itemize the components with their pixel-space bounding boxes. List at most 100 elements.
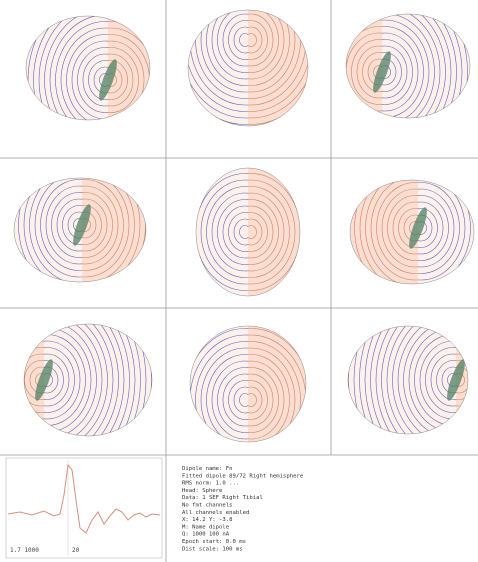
contour <box>82 178 135 282</box>
contour <box>228 212 248 252</box>
contour <box>211 192 248 272</box>
head-outline <box>347 325 469 435</box>
contour <box>108 21 150 120</box>
dipole-band <box>409 207 427 249</box>
dipole-band <box>73 204 91 246</box>
contour <box>382 14 435 118</box>
trace-panel: 1.7 1000 20 <box>5 457 163 559</box>
contour <box>44 324 141 436</box>
contour-set <box>382 14 470 118</box>
contour <box>346 32 382 112</box>
contour <box>436 360 456 400</box>
contour <box>382 52 402 92</box>
info-line: Dist scale: 100 ms <box>182 546 243 552</box>
contour <box>195 341 248 442</box>
info-line: Data: 1 SEF Right Tibial <box>182 495 263 501</box>
contour <box>108 53 134 107</box>
contour <box>382 14 468 118</box>
contour <box>82 205 102 245</box>
contour <box>200 179 248 285</box>
contour <box>44 324 108 436</box>
trace-frame <box>5 457 163 559</box>
contour <box>248 386 263 414</box>
head-fill <box>196 168 300 296</box>
contour <box>82 53 108 107</box>
contour <box>418 180 471 284</box>
contour <box>44 324 136 436</box>
contour <box>382 14 457 118</box>
contour <box>382 19 430 118</box>
contour <box>248 218 263 246</box>
contour <box>233 218 248 246</box>
contour <box>44 347 75 413</box>
contour <box>44 324 147 436</box>
contour <box>248 199 279 265</box>
contour <box>382 45 408 99</box>
contour <box>364 326 456 434</box>
contour <box>200 10 248 93</box>
contour <box>44 324 152 436</box>
contour <box>418 201 444 255</box>
contour <box>356 45 382 99</box>
contour <box>18 178 82 282</box>
contour <box>353 326 456 434</box>
contour <box>248 10 290 86</box>
contour <box>370 326 456 434</box>
contour <box>382 32 419 112</box>
contour <box>354 180 418 284</box>
contour <box>375 326 456 434</box>
info-line: Q: 1000 100 nA <box>182 532 230 538</box>
contour <box>33 16 108 120</box>
contour <box>82 178 130 278</box>
head-outline <box>25 15 151 121</box>
contour <box>248 341 301 442</box>
contour <box>29 178 82 282</box>
contour <box>228 380 248 420</box>
contour <box>382 39 413 105</box>
contour <box>248 328 306 442</box>
info-line: Epoch start: 0.0 ms <box>182 539 246 545</box>
contour-set <box>188 10 248 126</box>
scale-label: 1.7 1000 <box>10 547 39 554</box>
contour <box>351 39 382 105</box>
contour <box>418 188 455 268</box>
contour <box>222 205 248 259</box>
contour <box>418 195 449 261</box>
contour <box>55 21 108 120</box>
contour <box>248 33 257 47</box>
contour <box>27 16 108 120</box>
contour <box>82 179 124 271</box>
head-map <box>188 10 308 126</box>
contour <box>248 347 296 442</box>
contour <box>23 178 82 282</box>
dipole-band <box>373 51 391 93</box>
contour <box>418 180 466 281</box>
contour <box>34 178 82 278</box>
contour <box>217 199 248 265</box>
contour <box>24 353 44 407</box>
contour-set <box>26 16 108 120</box>
contour <box>386 326 456 434</box>
contour <box>24 347 44 413</box>
contour <box>403 326 456 434</box>
contour <box>398 208 418 248</box>
info-line: RMS norm: 1.0 ... <box>182 481 239 487</box>
contour <box>38 16 108 120</box>
contour <box>217 10 248 73</box>
contour <box>82 198 108 252</box>
contour <box>248 225 257 239</box>
contour <box>382 14 446 118</box>
contour <box>248 354 290 442</box>
contour <box>206 354 248 442</box>
contour <box>217 367 248 433</box>
contour <box>49 16 108 120</box>
contour <box>248 393 257 407</box>
head-outline <box>23 323 153 437</box>
contour <box>44 340 81 420</box>
contour-set <box>348 326 456 434</box>
contour <box>348 326 456 434</box>
contour <box>387 195 418 261</box>
contour <box>248 13 274 67</box>
contour <box>418 182 460 274</box>
